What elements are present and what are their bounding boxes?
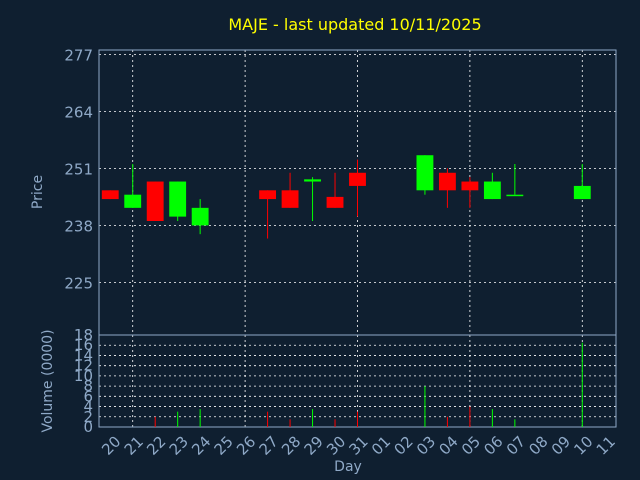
candles-layer bbox=[101, 155, 591, 239]
candle-body bbox=[438, 172, 456, 191]
candle-body bbox=[461, 181, 479, 191]
price-tick-label: 238 bbox=[64, 217, 93, 235]
price-gridlines bbox=[99, 50, 616, 335]
volume-tick-label: 18 bbox=[74, 326, 93, 344]
x-axis-ticks: 2021222324252627282930310102030405060708… bbox=[98, 433, 619, 459]
candle-body bbox=[146, 181, 164, 221]
x-tick-label: 11 bbox=[593, 433, 619, 459]
candle-body bbox=[506, 194, 524, 197]
candle-body bbox=[573, 185, 591, 200]
chart-title: MAJE - last updated 10/11/2025 bbox=[228, 15, 481, 34]
volume-tick-label: 4 bbox=[83, 398, 93, 416]
volume-tick-label: 2 bbox=[83, 408, 93, 426]
volume-tick-label: 12 bbox=[74, 357, 93, 375]
price-tick-label: 264 bbox=[64, 103, 93, 121]
candle-body bbox=[304, 179, 321, 182]
volume-tick-label: 6 bbox=[83, 387, 93, 405]
candle-body bbox=[169, 181, 187, 217]
price-tick-label: 277 bbox=[64, 46, 93, 64]
price-tick-label: 225 bbox=[64, 274, 93, 292]
volume-tick-label: 8 bbox=[83, 377, 93, 395]
x-axis-label: Day bbox=[334, 459, 362, 475]
candle-body bbox=[124, 194, 142, 208]
candle-body bbox=[101, 190, 119, 200]
volume-tick-label: 14 bbox=[74, 346, 93, 364]
candle-body bbox=[191, 207, 209, 226]
candle-body bbox=[259, 190, 277, 200]
candle-body bbox=[483, 181, 501, 200]
volume-axis-label: Volume (0000) bbox=[40, 329, 56, 432]
volume-tick-label: 16 bbox=[74, 336, 93, 354]
volume-tick-label: 10 bbox=[74, 367, 93, 385]
candle-body bbox=[349, 172, 366, 186]
volume-bars-layer bbox=[154, 342, 583, 427]
candle-body bbox=[326, 196, 344, 208]
price-axis-ticks: 277 264 251 238 225 bbox=[64, 46, 93, 292]
volume-tick-label: 0 bbox=[83, 418, 93, 436]
candle-body bbox=[281, 190, 299, 208]
candle-body bbox=[416, 155, 434, 191]
price-tick-label: 251 bbox=[64, 160, 93, 178]
price-axis-label: Price bbox=[30, 175, 46, 209]
